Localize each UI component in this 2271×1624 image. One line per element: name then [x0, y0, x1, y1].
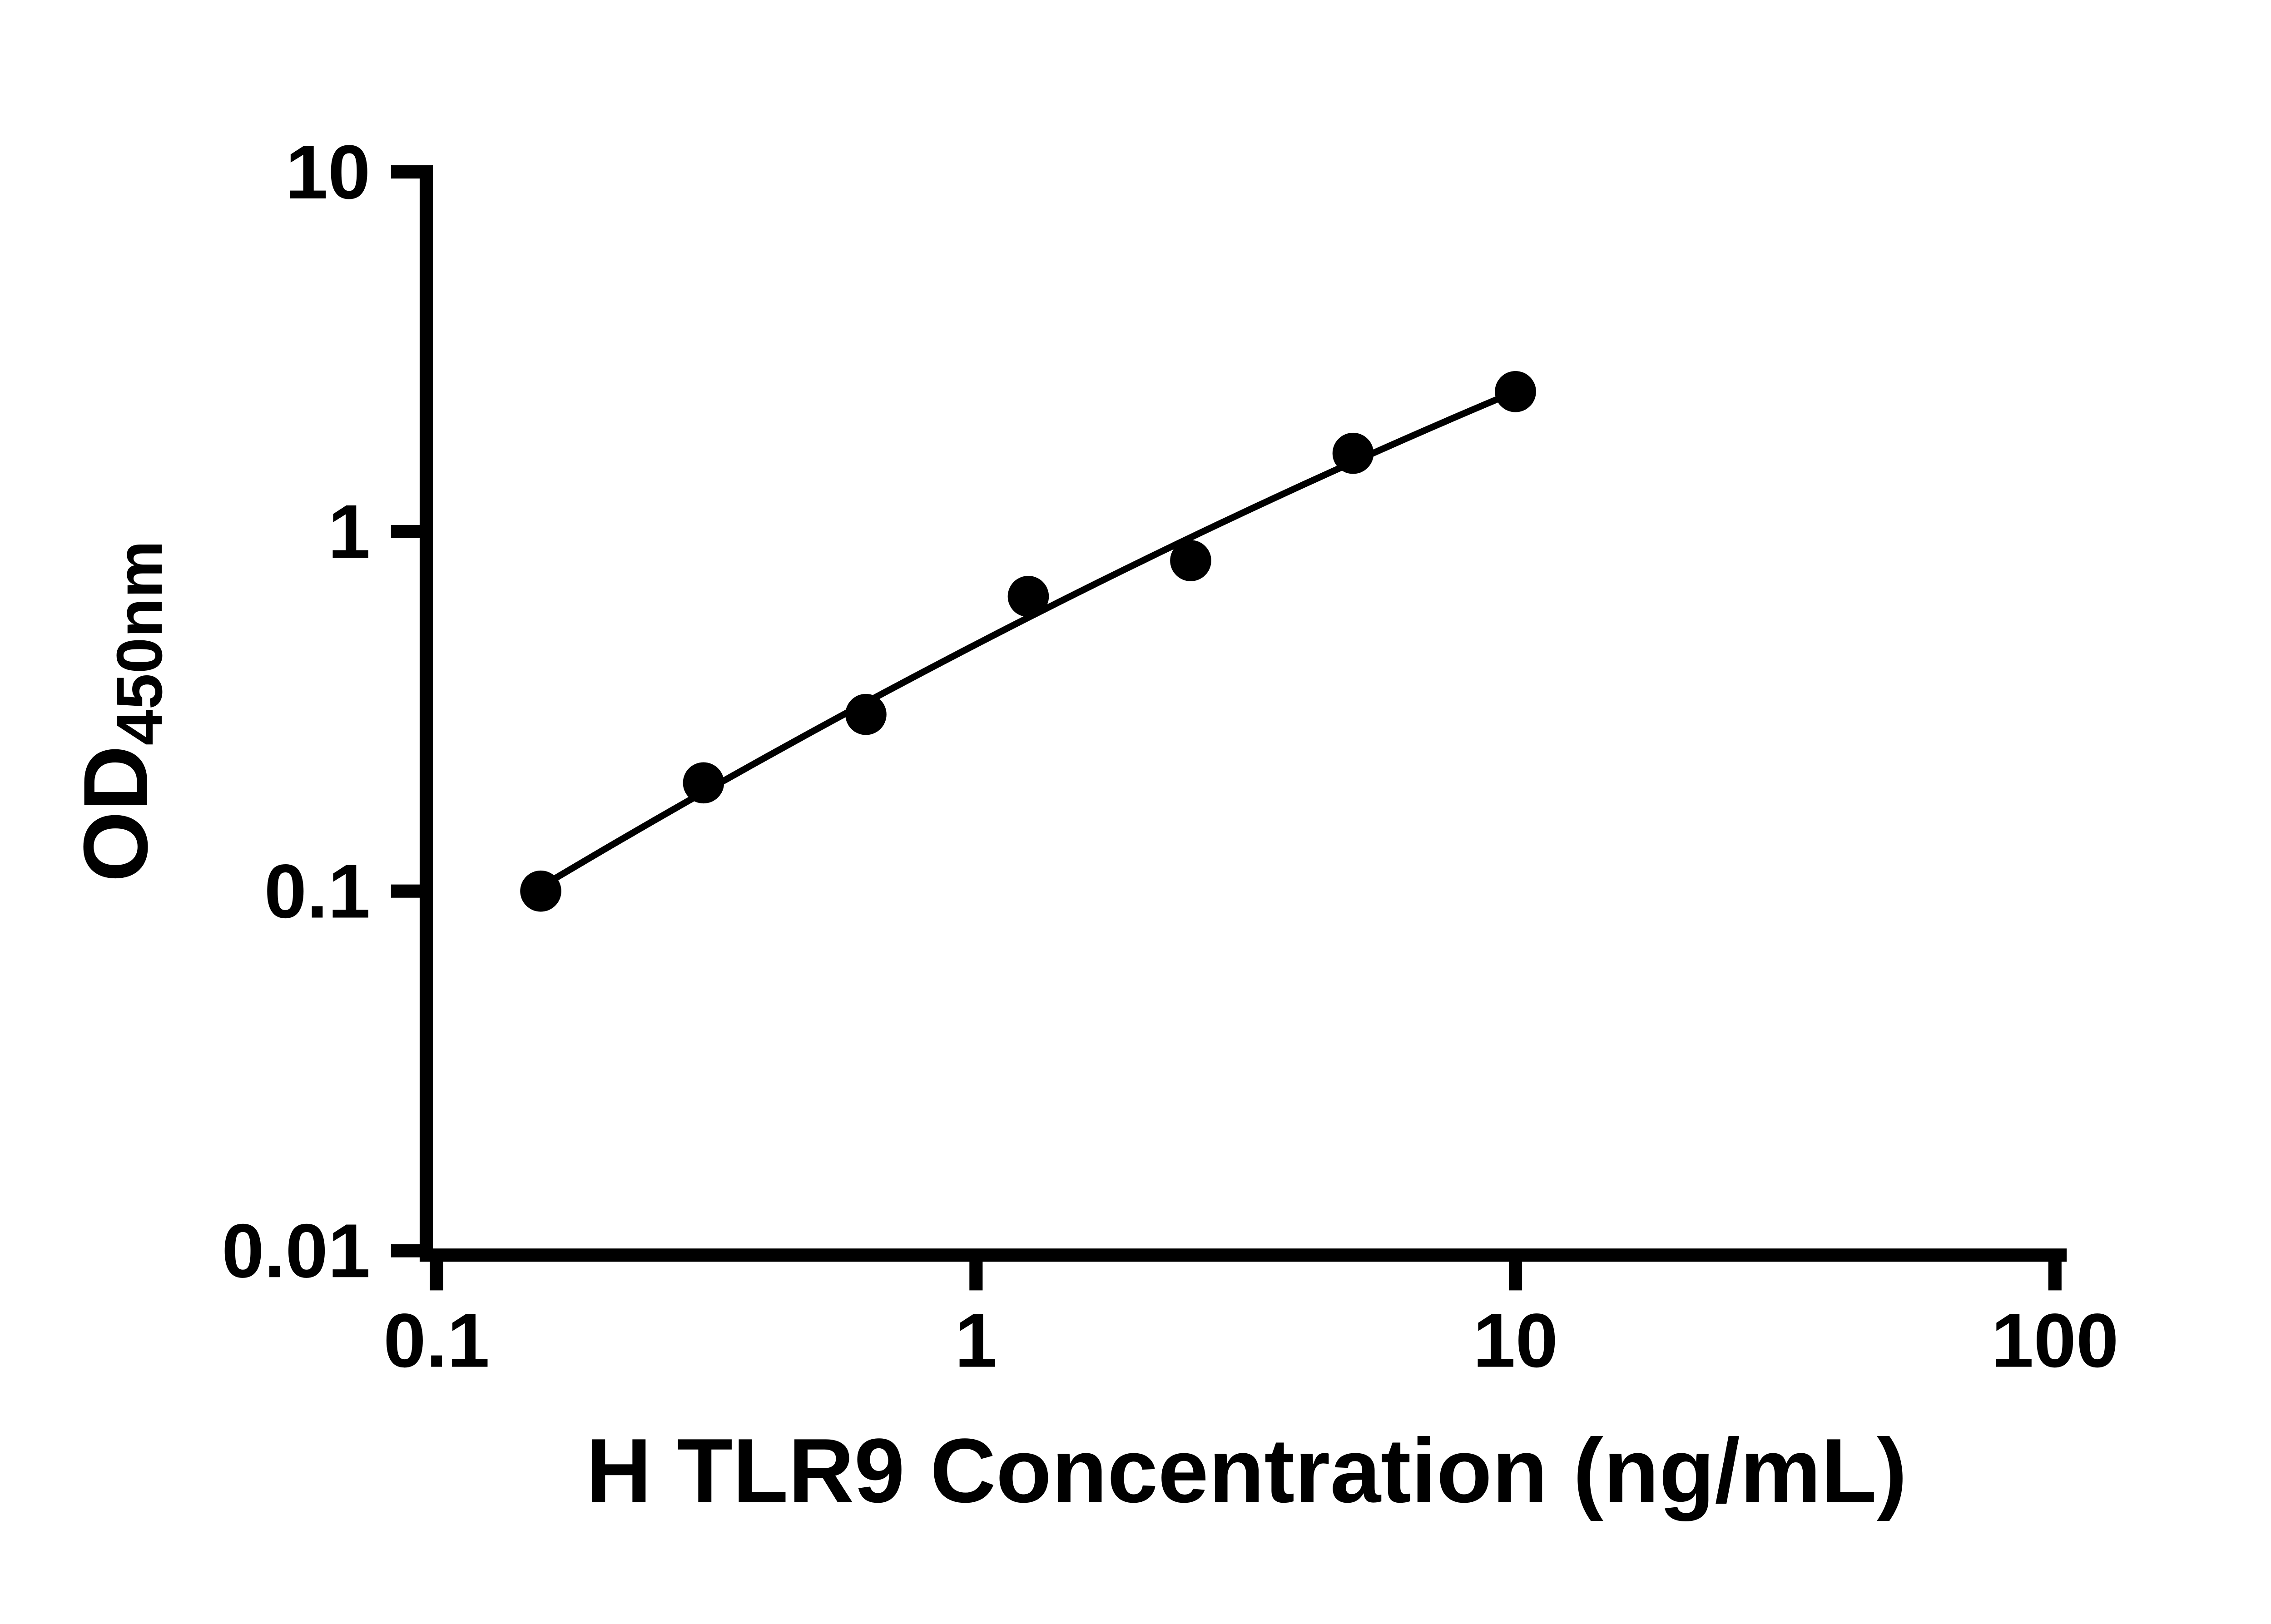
- data-point: [1495, 371, 1536, 412]
- y-tick-label: 0.01: [222, 1208, 371, 1293]
- y-tick-label: 0.1: [264, 848, 371, 934]
- y-axis-title-main: OD: [64, 745, 167, 882]
- x-tick-label: 1: [955, 1298, 997, 1383]
- x-tick-label: 100: [1991, 1298, 2119, 1383]
- x-tick-label: 0.1: [383, 1298, 490, 1383]
- y-tick-label: 10: [285, 129, 370, 215]
- series-layer: [520, 371, 1536, 912]
- y-tick-label: 1: [328, 489, 371, 574]
- data-point: [520, 870, 561, 912]
- data-point: [845, 693, 887, 735]
- data-point: [1332, 432, 1374, 474]
- data-point: [1007, 576, 1049, 617]
- y-axis-title: OD450nm: [64, 540, 176, 882]
- axis-spines: [419, 165, 2067, 1262]
- data-point: [683, 762, 724, 804]
- data-point: [1170, 540, 1211, 581]
- x-tick-label: 10: [1473, 1298, 1558, 1383]
- y-axis-title-subscript: 450nm: [104, 540, 176, 745]
- x-axis-title: H TLR9 Concentration (ng/mL): [586, 1419, 1907, 1521]
